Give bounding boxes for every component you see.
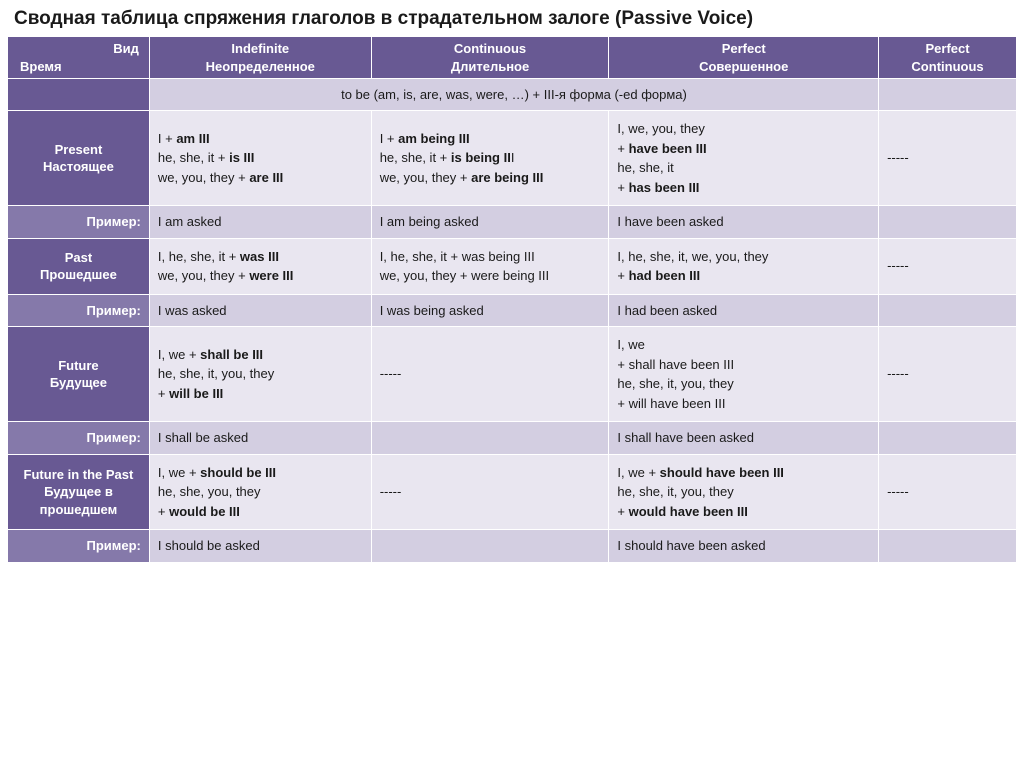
col-header-ru: Совершенное <box>615 58 872 76</box>
cell-past-pc: ----- <box>879 238 1017 294</box>
col-header-indefinite: Indefinite Неопределенное <box>149 37 371 79</box>
cell-past-cont: I, he, she, it + was being IIIwe, you, t… <box>371 238 609 294</box>
col-header-ru: Длительное <box>378 58 603 76</box>
cell-present-pc: ----- <box>879 111 1017 206</box>
ex-past-indef: I was asked <box>149 294 371 327</box>
col-header-en: Perfect <box>925 41 969 56</box>
col-header-en: Perfect <box>722 41 766 56</box>
page-title: Сводная таблица спряжения глаголов в стр… <box>0 0 1024 36</box>
row-past: Past Прошедшее I, he, she, it + was IIIw… <box>8 238 1017 294</box>
row-present: Present Настоящее I + am IIIhe, she, it … <box>8 111 1017 206</box>
example-label: Пример: <box>8 530 150 563</box>
cell-futpast-pc: ----- <box>879 454 1017 530</box>
cell-futpast-indef: I, we + should be IIIhe, she, you, they … <box>149 454 371 530</box>
example-label: Пример: <box>8 422 150 455</box>
axis-left-label: Время <box>14 58 139 76</box>
ex-past-cont: I was being asked <box>371 294 609 327</box>
rowhead-en: Present <box>55 142 103 157</box>
rowhead-present: Present Настоящее <box>8 111 150 206</box>
ex-futpast-pc <box>879 530 1017 563</box>
col-header-continuous: Continuous Длительное <box>371 37 609 79</box>
rowhead-ru: Будущее в прошедшем <box>14 483 143 518</box>
ex-present-perf: I have been asked <box>609 206 879 239</box>
ex-present-pc <box>879 206 1017 239</box>
cell-futpast-perf: I, we + should have been III he, she, it… <box>609 454 879 530</box>
ex-future-indef: I shall be asked <box>149 422 371 455</box>
passive-voice-table: Вид Время Indefinite Неопределенное Cont… <box>7 36 1017 563</box>
ex-futpast-cont <box>371 530 609 563</box>
example-label: Пример: <box>8 206 150 239</box>
ex-past-pc <box>879 294 1017 327</box>
rowhead-en: Future <box>58 358 98 373</box>
col-header-ru: Continuous <box>885 58 1010 76</box>
rowhead-en: Future in the Past <box>24 467 134 482</box>
formula-row: to be (am, is, are, was, were, …) + III-… <box>8 79 1017 111</box>
rowhead-future-past: Future in the Past Будущее в прошедшем <box>8 454 150 530</box>
row-future-past-example: Пример: I should be asked I should have … <box>8 530 1017 563</box>
formula-text: to be (am, is, are, was, were, …) + III-… <box>149 79 878 111</box>
row-past-example: Пример: I was asked I was being asked I … <box>8 294 1017 327</box>
cell-future-cont: ----- <box>371 327 609 422</box>
ex-future-pc <box>879 422 1017 455</box>
col-header-ru: Неопределенное <box>156 58 365 76</box>
col-header-perfect-continuous: Perfect Continuous <box>879 37 1017 79</box>
ex-present-indef: I am asked <box>149 206 371 239</box>
header-row: Вид Время Indefinite Неопределенное Cont… <box>8 37 1017 79</box>
ex-future-perf: I shall have been asked <box>609 422 879 455</box>
rowhead-past: Past Прошедшее <box>8 238 150 294</box>
cell-present-perf: I, we, you, they+ have been IIIhe, she, … <box>609 111 879 206</box>
rowhead-ru: Настоящее <box>14 158 143 176</box>
formula-rowhead <box>8 79 150 111</box>
ex-future-cont <box>371 422 609 455</box>
rowhead-future: Future Будущее <box>8 327 150 422</box>
ex-present-cont: I am being asked <box>371 206 609 239</box>
ex-futpast-perf: I should have been asked <box>609 530 879 563</box>
cell-future-indef: I, we + shall be IIIhe, she, it, you, th… <box>149 327 371 422</box>
rowhead-ru: Прошедшее <box>14 266 143 284</box>
row-future-example: Пример: I shall be asked I shall have be… <box>8 422 1017 455</box>
col-header-en: Continuous <box>454 41 526 56</box>
ex-futpast-indef: I should be asked <box>149 530 371 563</box>
cell-future-pc: ----- <box>879 327 1017 422</box>
cell-future-perf: I, we+ shall have been III he, she, it, … <box>609 327 879 422</box>
axis-top-label: Вид <box>14 40 139 58</box>
cell-futpast-cont: ----- <box>371 454 609 530</box>
example-label: Пример: <box>8 294 150 327</box>
cell-present-indef: I + am IIIhe, she, it + is IIIwe, you, t… <box>149 111 371 206</box>
cell-past-perf: I, he, she, it, we, you, they + had been… <box>609 238 879 294</box>
rowhead-ru: Будущее <box>14 374 143 392</box>
ex-past-perf: I had been asked <box>609 294 879 327</box>
row-present-example: Пример: I am asked I am being asked I ha… <box>8 206 1017 239</box>
cell-present-cont: I + am being IIIhe, she, it + is being I… <box>371 111 609 206</box>
cell-past-indef: I, he, she, it + was IIIwe, you, they + … <box>149 238 371 294</box>
row-future-past: Future in the Past Будущее в прошедшем I… <box>8 454 1017 530</box>
formula-pc-empty <box>879 79 1017 111</box>
axis-cell: Вид Время <box>8 37 150 79</box>
rowhead-en: Past <box>65 250 92 265</box>
col-header-perfect: Perfect Совершенное <box>609 37 879 79</box>
col-header-en: Indefinite <box>231 41 289 56</box>
row-future: Future Будущее I, we + shall be IIIhe, s… <box>8 327 1017 422</box>
